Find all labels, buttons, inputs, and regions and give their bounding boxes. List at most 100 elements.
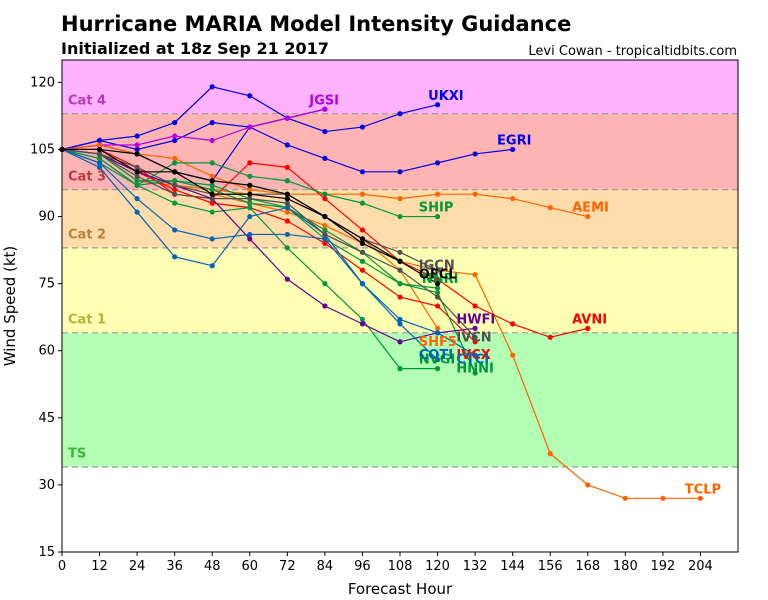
series-point-AEMI bbox=[472, 191, 478, 197]
series-point-IVCX bbox=[172, 187, 178, 193]
series-point-NVGI bbox=[434, 366, 441, 372]
y-tick-label: 15 bbox=[38, 545, 55, 560]
series-label-NVGI: NVGI bbox=[419, 353, 455, 368]
series-point-AVNI bbox=[322, 196, 328, 202]
series-point-IVCX bbox=[359, 267, 366, 273]
y-axis-label: Wind Speed (kt) bbox=[1, 246, 19, 367]
y-tick-label: 60 bbox=[38, 344, 55, 359]
series-point-AVNI bbox=[510, 321, 516, 327]
series-point-CTCI bbox=[397, 316, 403, 323]
series-point-OFCL bbox=[134, 169, 140, 175]
series-point-OFCL bbox=[247, 182, 253, 188]
series-point-AEMI bbox=[547, 205, 553, 211]
series-point-CTCI bbox=[172, 227, 178, 233]
series-point-IVCX bbox=[284, 218, 290, 224]
series-point-HNNI bbox=[209, 182, 215, 188]
series-point-NNRI bbox=[434, 285, 441, 291]
series-point-JGSI bbox=[247, 124, 253, 130]
x-axis-label: Forecast Hour bbox=[348, 580, 453, 598]
series-point-CTCI bbox=[472, 352, 478, 358]
series-point-UKXI-b bbox=[134, 146, 140, 153]
series-point-OFCL-b bbox=[284, 196, 290, 202]
series-label-IGCN: IGCN bbox=[419, 259, 455, 274]
band-cat4 bbox=[62, 60, 738, 114]
series-label-UKXI: UKXI bbox=[428, 89, 464, 104]
series-point-COTI bbox=[397, 321, 403, 327]
x-tick-label: 0 bbox=[58, 559, 66, 574]
series-point-HNNI bbox=[472, 370, 478, 376]
series-point-TCLP bbox=[510, 352, 516, 358]
series-point-HWFI bbox=[247, 236, 253, 242]
series-point-OFCL-b bbox=[397, 258, 403, 264]
series-point-AEMI bbox=[510, 196, 516, 202]
series-point-TCLP bbox=[284, 209, 290, 215]
series-point-TCLP bbox=[622, 495, 628, 501]
series-point-IVCX bbox=[397, 294, 403, 300]
series-point-OFCL bbox=[284, 191, 290, 197]
series-label-HWFI: HWFI bbox=[456, 312, 495, 327]
series-point-JGSI bbox=[284, 115, 290, 121]
series-point-JGSI bbox=[172, 133, 178, 139]
series-point-COTI bbox=[434, 357, 441, 363]
band-label-cat4: Cat 4 bbox=[68, 93, 106, 108]
series-point-JGSI bbox=[322, 106, 328, 112]
series-point-TCLP bbox=[697, 495, 704, 501]
series-label-SHIP: SHIP bbox=[419, 201, 454, 216]
series-point-HWFI bbox=[322, 303, 328, 309]
chart-credit: Levi Cowan - tropicaltidbits.com bbox=[528, 44, 737, 59]
series-point-OFCL bbox=[434, 281, 441, 287]
series-line-HWFI bbox=[61, 148, 476, 343]
series-point-UKXI-b bbox=[397, 111, 403, 117]
series-point-AEMI bbox=[434, 191, 441, 197]
series-point-IVCN bbox=[472, 334, 478, 340]
series-point-SHIP bbox=[284, 178, 290, 184]
series-label-OFCL: OFCL bbox=[419, 268, 457, 283]
series-point-AVNI bbox=[547, 334, 553, 340]
series-point-AEMI bbox=[397, 196, 403, 202]
series-label-NNRI: NNRI bbox=[422, 272, 459, 287]
series-point-COTI bbox=[247, 213, 253, 220]
x-tick-label: 204 bbox=[688, 559, 713, 574]
series-point-HWFI bbox=[397, 339, 403, 345]
category-bands: TS Cat 1 Cat 2 Cat 3 Cat 4 bbox=[62, 60, 738, 468]
series-point-COTI bbox=[209, 263, 215, 269]
series-point-EGRI bbox=[472, 151, 478, 157]
x-tick-label: 132 bbox=[463, 559, 488, 574]
band-cat3 bbox=[62, 113, 738, 190]
series-labels: UKXI EGRI JGSI AEMI TCLP SHF5 AVNI IVCX SHIP NVGI… bbox=[308, 89, 721, 498]
y-tick-label: 30 bbox=[38, 478, 55, 493]
series-point-IVCX bbox=[209, 200, 215, 206]
series-point-HNNI bbox=[134, 182, 140, 188]
series-point-JGSI bbox=[209, 137, 215, 144]
series-point-IGCN bbox=[172, 182, 178, 188]
series-point-HNNI bbox=[359, 258, 366, 264]
series-point-UKXI-b bbox=[434, 102, 441, 108]
x-tick-label: 192 bbox=[650, 559, 675, 574]
series-point-HNNI bbox=[434, 289, 441, 296]
series-point-NNRI bbox=[322, 227, 328, 233]
series-point-TCLP bbox=[322, 222, 328, 229]
y-tick-label: 45 bbox=[38, 411, 55, 426]
series-label-TCLP: TCLP bbox=[685, 482, 721, 497]
series-point-COTI bbox=[172, 254, 178, 260]
series-point-IVCX bbox=[322, 240, 328, 246]
x-axis-ticks: 0 12 24 36 48 60 72 84 96 108 120 132 144 156 168 180 19… bbox=[58, 552, 713, 574]
series-point-AEMI bbox=[585, 213, 591, 220]
series-point-OFCL-b bbox=[134, 151, 140, 157]
band-label-cat3: Cat 3 bbox=[68, 169, 106, 184]
series-point-OFCL bbox=[209, 178, 215, 184]
series-point-UKXI-b bbox=[209, 120, 215, 126]
series-point-NVGI bbox=[96, 155, 103, 161]
series-point-IVCN bbox=[434, 294, 441, 300]
series-point-EGRI bbox=[322, 155, 328, 161]
band-label-cat2: Cat 2 bbox=[68, 227, 106, 242]
series-point-COTI bbox=[96, 164, 103, 170]
series-point-OFCL-b bbox=[172, 169, 178, 175]
series-point-CTCI bbox=[96, 160, 103, 166]
series-point-EGRI bbox=[284, 142, 290, 148]
series-point-TCLP bbox=[472, 272, 478, 278]
y-axis-ticks: 15 30 45 60 75 90 105 120 bbox=[30, 75, 62, 560]
series-point-TCLP bbox=[585, 482, 591, 488]
series-point-EGRI bbox=[397, 169, 403, 175]
series-label-JGSI: JGSI bbox=[308, 93, 339, 108]
